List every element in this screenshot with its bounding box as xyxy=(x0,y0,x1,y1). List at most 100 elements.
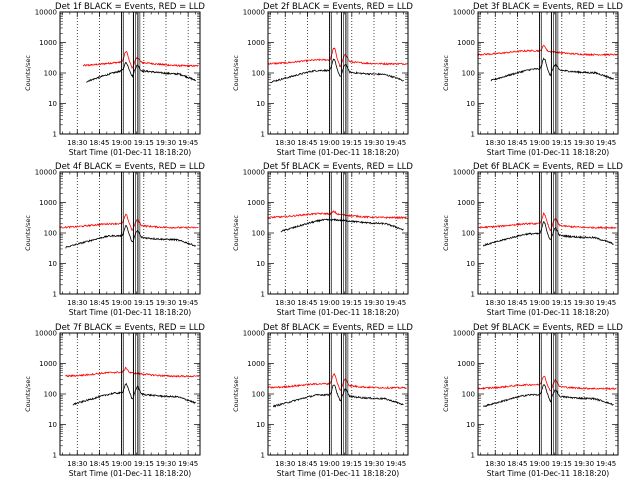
chart-title: Det 4f BLACK = Events, RED = LLD xyxy=(55,162,205,172)
x-tick-label: 19:00 xyxy=(530,139,550,147)
plot-frame xyxy=(59,11,201,135)
x-axis-label: Start Time (01-Dec-11 18:18:20) xyxy=(69,308,191,317)
x-tick-label: 19:30 xyxy=(156,299,176,307)
x-tick-label: 19:30 xyxy=(574,139,594,147)
x-tick-label: 18:30 xyxy=(67,460,87,468)
x-tick-label: 18:30 xyxy=(275,139,295,147)
plot-frame xyxy=(59,171,201,295)
chart-title: Det 8f BLACK = Events, RED = LLD xyxy=(263,323,413,333)
x-tick-label: 19:30 xyxy=(156,139,176,147)
x-axis-label: Start Time (01-Dec-11 18:18:20) xyxy=(277,308,399,317)
x-axis-label: Start Time (01-Dec-11 18:18:20) xyxy=(487,469,609,478)
y-tick-label: 1 xyxy=(53,291,57,299)
y-tick-label: 1000 xyxy=(457,360,475,368)
y-tick-label: 1 xyxy=(53,131,57,139)
y-tick-label: 1 xyxy=(261,131,265,139)
chart-title: Det 2f BLACK = Events, RED = LLD xyxy=(263,2,413,12)
y-axis-label: Counts/sec xyxy=(24,376,32,412)
x-tick-label: 18:30 xyxy=(275,299,295,307)
y-tick-label: 10000 xyxy=(243,9,265,17)
y-tick-label: 10 xyxy=(48,421,57,429)
y-tick-label: 1000 xyxy=(457,199,475,207)
chart-panel-4: Det 4f BLACK = Events, RED = LLD Counts/s… xyxy=(24,162,205,317)
y-tick-label: 10 xyxy=(466,100,475,108)
plot-frame xyxy=(477,332,619,456)
chart-title: Det 5f BLACK = Events, RED = LLD xyxy=(263,162,413,172)
x-tick-label: 19:15 xyxy=(552,299,572,307)
x-tick-label: 18:30 xyxy=(485,299,505,307)
x-tick-label: 19:00 xyxy=(112,299,132,307)
chart-title: Det 6f BLACK = Events, RED = LLD xyxy=(473,162,623,172)
x-tick-label: 19:00 xyxy=(530,460,550,468)
y-tick-label: 10 xyxy=(256,100,265,108)
y-tick-label: 100 xyxy=(44,391,57,399)
y-tick-label: 10000 xyxy=(243,169,265,177)
x-axis-label: Start Time (01-Dec-11 18:18:20) xyxy=(487,308,609,317)
x-tick-label: 19:15 xyxy=(552,460,572,468)
x-tick-label: 19:45 xyxy=(178,460,198,468)
x-tick-label: 18:45 xyxy=(89,460,109,468)
chart-panel-1: Det 1f BLACK = Events, RED = LLD Counts/s… xyxy=(24,2,205,157)
y-tick-label: 100 xyxy=(44,230,57,238)
plot-frame xyxy=(59,332,201,456)
y-tick-label: 10 xyxy=(48,260,57,268)
x-tick-label: 18:45 xyxy=(89,139,109,147)
plot-frame xyxy=(477,171,619,295)
x-tick-label: 19:30 xyxy=(364,299,384,307)
x-tick-label: 19:00 xyxy=(112,460,132,468)
plot-frame xyxy=(267,11,409,135)
x-tick-label: 18:45 xyxy=(507,299,527,307)
y-tick-label: 10000 xyxy=(35,9,57,17)
chart-panel-5: Det 5f BLACK = Events, RED = LLD Counts/s… xyxy=(232,162,413,317)
chart-title: Det 1f BLACK = Events, RED = LLD xyxy=(55,2,205,12)
x-tick-label: 19:15 xyxy=(552,139,572,147)
y-tick-label: 100 xyxy=(462,70,475,78)
y-axis-label: Counts/sec xyxy=(442,376,450,412)
y-tick-label: 10000 xyxy=(35,330,57,338)
x-tick-label: 19:30 xyxy=(574,299,594,307)
plot-frame xyxy=(267,332,409,456)
x-tick-label: 18:30 xyxy=(67,139,87,147)
series-line-black xyxy=(483,383,614,408)
y-axis-label: Counts/sec xyxy=(24,55,32,91)
y-tick-label: 10 xyxy=(466,421,475,429)
series-line-black xyxy=(72,382,196,406)
x-tick-label: 19:30 xyxy=(364,139,384,147)
y-tick-label: 1000 xyxy=(247,360,265,368)
series-line-red xyxy=(65,366,199,378)
y-axis-label: Counts/sec xyxy=(232,376,240,412)
series-line-black xyxy=(86,61,196,83)
x-tick-label: 18:45 xyxy=(297,139,317,147)
x-tick-label: 18:30 xyxy=(67,299,87,307)
x-tick-label: 19:00 xyxy=(320,139,340,147)
y-axis-label: Counts/sec xyxy=(442,215,450,251)
series-line-black xyxy=(65,224,196,249)
chart-panel-3: Det 3f BLACK = Events, RED = LLD Counts/s… xyxy=(442,2,623,157)
y-tick-label: 100 xyxy=(44,70,57,78)
x-axis-label: Start Time (01-Dec-11 18:18:20) xyxy=(277,469,399,478)
y-tick-label: 1000 xyxy=(247,199,265,207)
x-tick-label: 19:00 xyxy=(320,299,340,307)
y-tick-label: 1 xyxy=(471,452,475,460)
y-tick-label: 1 xyxy=(471,291,475,299)
chart-panel-8: Det 8f BLACK = Events, RED = LLD Counts/s… xyxy=(232,323,413,478)
x-tick-label: 19:15 xyxy=(342,460,362,468)
x-tick-label: 19:15 xyxy=(134,460,154,468)
x-tick-label: 18:30 xyxy=(485,460,505,468)
y-tick-label: 1000 xyxy=(247,39,265,47)
x-tick-label: 19:30 xyxy=(156,460,176,468)
y-tick-label: 10000 xyxy=(453,9,475,17)
x-tick-label: 19:30 xyxy=(364,460,384,468)
series-line-red xyxy=(267,373,407,392)
series-line-black xyxy=(280,218,404,233)
x-tick-label: 19:45 xyxy=(596,139,616,147)
y-tick-label: 1 xyxy=(53,452,57,460)
chart-panel-7: Det 7f BLACK = Events, RED = LLD Counts/s… xyxy=(24,323,205,478)
y-tick-label: 10000 xyxy=(453,330,475,338)
y-axis-label: Counts/sec xyxy=(232,215,240,251)
x-tick-label: 19:45 xyxy=(386,299,406,307)
y-tick-label: 1000 xyxy=(39,360,57,368)
y-tick-label: 100 xyxy=(462,391,475,399)
series-line-red xyxy=(267,209,407,220)
